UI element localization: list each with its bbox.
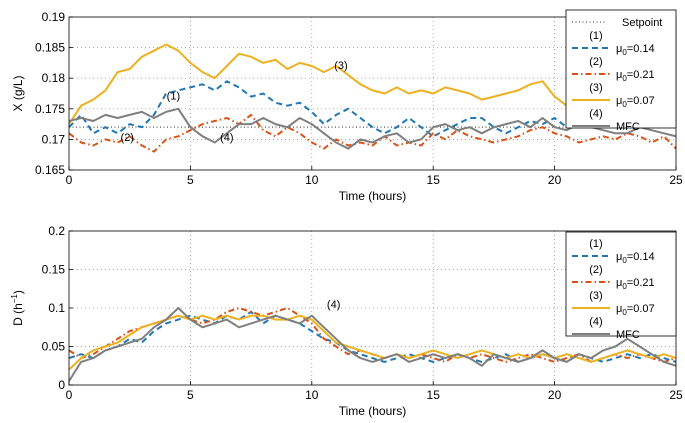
legend-label-1: μ0=0.14 (616, 251, 655, 265)
legend: Setpoint (1) μ0=0.14 (2) μ0=0.21 (3) μ0=0.07 (4… (565, 9, 677, 133)
legend-label-4: MFC (616, 121, 640, 133)
legend-tag-4: (4) (589, 108, 602, 120)
y-tick-label: 0.18 (42, 71, 66, 85)
y-axis-label: D (h−1) (10, 290, 25, 326)
legend-label-2: μ0=0.21 (616, 69, 655, 83)
y-tick-label: 0.2 (48, 224, 65, 238)
y-tick-label: 0.17 (42, 132, 66, 146)
x-tick-label: 20 (548, 173, 562, 187)
legend-box (565, 9, 677, 129)
y-tick-label: 0.1 (48, 301, 65, 315)
series-line-1 (69, 310, 676, 363)
x-axis-label: Time (hours) (339, 404, 407, 418)
legend-label-1: μ0=0.14 (616, 43, 655, 57)
legend-tag-1: (1) (589, 238, 602, 250)
x-tick-label: 15 (427, 388, 441, 402)
legend-label-3: μ0=0.07 (616, 303, 655, 317)
legend-box (565, 231, 677, 337)
legend-tag-2: (2) (589, 56, 602, 68)
y-tick-label: 0.175 (35, 102, 65, 116)
x-tick-label: 5 (187, 173, 194, 187)
x-tick-label: 15 (427, 173, 441, 187)
series-line-4 (69, 307, 676, 382)
plot-panel-2: 0 5 10 15 20 25 0 0.05 0.1 0.15 0.2 Time (hours) D (… (10, 224, 683, 418)
legend-tag-1: (1) (589, 30, 602, 42)
x-tick-label: 20 (548, 388, 562, 402)
x-tick-label: 25 (669, 173, 683, 187)
legend-tag-3: (3) (589, 82, 602, 94)
x-tick-label: 0 (66, 173, 73, 187)
series-annotation: (3) (334, 60, 347, 72)
legend-label-3: μ0=0.07 (616, 95, 655, 109)
legend-label-4: MFC (616, 329, 640, 341)
legend: (1) μ0=0.14 (2) μ0=0.21 (3) μ0=0.07 (4) MFC (565, 231, 677, 341)
series-line-1 (69, 80, 568, 138)
legend-label-setpoint: Setpoint (622, 17, 662, 29)
series-annotation: (1) (167, 91, 180, 103)
y-tick-label: 0.185 (35, 41, 65, 55)
y-tick-label: 0 (58, 378, 65, 392)
series-annotation: (4) (220, 132, 233, 144)
y-tick-label: 0.05 (42, 340, 66, 354)
legend-tag-4: (4) (589, 316, 602, 328)
y-tick-label: 0.15 (42, 263, 66, 277)
x-tick-label: 10 (305, 173, 319, 187)
y-axis-label: X (g/L) (11, 75, 25, 111)
y-tick-label: 0.165 (35, 163, 65, 177)
series-line-3 (69, 43, 568, 125)
series-group (69, 307, 676, 382)
legend-tag-3: (3) (589, 290, 602, 302)
x-tick-label: 25 (669, 388, 683, 402)
series-annotation: (2) (121, 132, 134, 144)
series-line-2 (69, 113, 676, 153)
x-tick-label: 5 (187, 388, 194, 402)
x-tick-label: 0 (66, 388, 73, 402)
y-tick-label: 0.19 (42, 10, 66, 24)
x-axis-label: Time (hours) (339, 189, 407, 203)
plot-panel-1: 0 5 10 15 20 25 0.165 0.17 0.175 0.18 0.185 0.19 Tim… (11, 9, 683, 203)
legend-label-2: μ0=0.21 (616, 277, 655, 291)
legend-tag-2: (2) (589, 264, 602, 276)
x-tick-label: 10 (305, 388, 319, 402)
series-annotation: (4) (327, 299, 340, 311)
